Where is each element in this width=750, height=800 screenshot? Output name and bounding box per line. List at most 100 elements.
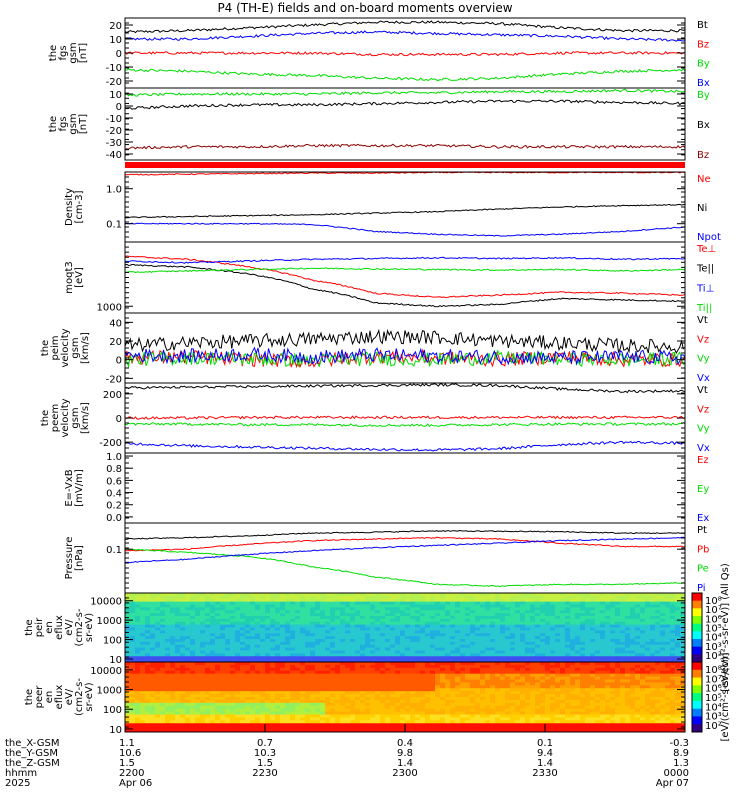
x-tick-value: 1.4 — [397, 758, 413, 769]
y-tick-label: -30 — [106, 138, 122, 149]
panel-frame — [124, 171, 686, 243]
panel-7: E=-VxB[mV/m] — [64, 452, 686, 524]
y-axis-label: thepeirenefluxeV/(cm2-s-sr-eV) — [24, 608, 95, 646]
series-line-By — [124, 88, 686, 97]
colorbar-tick-label: 10² — [705, 721, 722, 732]
series-line-Vt — [124, 328, 686, 354]
y-tick-label: -200 — [99, 438, 122, 449]
spectrogram — [125, 593, 686, 663]
legend-entry: Pi — [697, 583, 706, 594]
y-tick-label: 0.1 — [106, 220, 122, 231]
y-tick-label: -20 — [106, 126, 122, 137]
y-tick-label: 10000 — [90, 666, 122, 677]
y-axis-label: thefgsgsm[nT] — [48, 42, 89, 63]
colorbar-tick-label: 10⁵ — [705, 624, 722, 635]
x-tick-value: 2230 — [252, 768, 277, 779]
panel-frame — [124, 312, 686, 384]
series-line-By — [124, 51, 685, 57]
legend-entry: Te|| — [696, 264, 714, 275]
panel-5: thepeimvelocitygsm[km/s] — [40, 312, 686, 384]
legend-entry: Bz — [697, 39, 709, 50]
colorbar-label: [eV/(cm²-s-sr-eV)] (All Qs) — [720, 563, 731, 692]
colorbar-tick-label: 10⁷ — [705, 605, 722, 616]
legend-entry: Ez — [697, 455, 709, 466]
legend-entry: Te⊥ — [696, 244, 716, 255]
y-tick-label: 10 — [109, 35, 122, 46]
x-tick-value: 10.3 — [254, 748, 276, 759]
x-tick-value: 2300 — [392, 768, 417, 779]
x-axis-row-label: 2025 — [5, 778, 30, 789]
y-tick-label: 100 — [103, 636, 122, 647]
colorbar-tick-label: 10⁸ — [705, 596, 722, 607]
x-tick-value: 8.9 — [673, 748, 689, 759]
legend-entry: Vt — [697, 315, 708, 326]
y-axis-label: E=-VxB[mV/m] — [64, 469, 85, 507]
legend-entry: Ni — [697, 203, 707, 214]
y-tick-label: 10000 — [90, 597, 122, 608]
legend-entry: Vt — [697, 385, 708, 396]
series-line-Pi — [124, 536, 686, 564]
y-tick-label: 10 — [109, 655, 122, 666]
series-line-Pt — [124, 529, 686, 540]
y-tick-label: 0.4 — [106, 489, 122, 500]
series-line-Bz — [124, 143, 686, 150]
colorbar-tick-label: 10⁶ — [705, 684, 722, 695]
y-axis-label: moqt3[eV] — [64, 261, 85, 294]
y-tick-label: -20 — [106, 77, 122, 88]
legend-entry: Ey — [697, 484, 709, 495]
colorbar-tick-label: 10⁵ — [705, 693, 722, 704]
colorbar — [691, 592, 703, 663]
x-axis-row-label: hhmm — [5, 768, 37, 779]
series-line-Bx — [124, 68, 686, 82]
y-axis-label: thepeemvelocitygsm[km/s] — [40, 398, 91, 437]
y-tick-label: 0.1 — [106, 545, 122, 556]
legend-entry: Ti⊥ — [696, 283, 714, 294]
series-line-Vy — [124, 349, 686, 369]
series-line-Bx — [124, 99, 686, 110]
series-line-Vx — [124, 440, 686, 452]
y-tick-label: 0.0 — [106, 513, 122, 524]
series-line-Vx — [124, 346, 686, 366]
spectrogram — [125, 662, 686, 733]
y-tick-label: 1.0 — [106, 185, 122, 196]
x-axis-row-label: the_Y-GSM — [5, 748, 58, 759]
x-tick-value: Apr 07 — [656, 778, 689, 789]
series-line-Vy — [124, 422, 686, 428]
legend-entry: Pt — [697, 525, 707, 536]
x-tick-value: 1.5 — [257, 758, 273, 769]
x-tick-value: 1.1 — [119, 738, 135, 749]
series-line-Bt — [124, 20, 686, 34]
legend-entry: Pb — [697, 544, 709, 555]
colorbar-label: [eV/(cm²-s-sr-eV)] — [720, 652, 731, 741]
legend-entry: Npot — [697, 232, 721, 243]
panel-1: thefgsgsm[nT] — [48, 17, 686, 89]
legend-entry: Bx — [697, 78, 710, 89]
y-tick-label: -10 — [106, 114, 122, 125]
colorbar-tick-label: 10⁸ — [705, 665, 722, 676]
colorbar-tick-label: 10³ — [705, 712, 722, 723]
series-line-Vz — [124, 415, 686, 420]
x-tick-value: 0.7 — [257, 738, 273, 749]
panel-4: moqt3[eV] — [64, 241, 686, 314]
colorbar-tick-label: 10⁴ — [705, 702, 722, 713]
y-tick-label: 1000 — [97, 686, 122, 697]
x-tick-value: 1.4 — [537, 758, 553, 769]
y-tick-label: 1.0 — [106, 452, 122, 463]
chart-title: P4 (TH-E) fields and on-board moments ov… — [217, 1, 513, 15]
panel-frame — [124, 87, 686, 161]
y-axis-label: thepeimvelocitygsm[km/s] — [40, 328, 91, 367]
y-tick-label: 0.6 — [106, 476, 122, 487]
x-tick-value: 2200 — [119, 768, 144, 779]
legend-entry: Ex — [697, 513, 709, 524]
y-tick-label: 0 — [116, 49, 122, 60]
panel-frame — [124, 522, 686, 594]
y-tick-label: 1000 — [97, 302, 122, 313]
y-tick-label: 0 — [116, 102, 122, 113]
x-tick-value: 9.8 — [397, 748, 413, 759]
colorbar-tick-label: 10⁷ — [705, 674, 722, 685]
series-line-Npot — [124, 222, 686, 237]
x-axis-row-label: the_X-GSM — [5, 738, 59, 749]
y-tick-label: 10 — [109, 90, 122, 101]
y-tick-label: 100 — [103, 705, 122, 716]
y-tick-label: 0 — [116, 414, 122, 425]
